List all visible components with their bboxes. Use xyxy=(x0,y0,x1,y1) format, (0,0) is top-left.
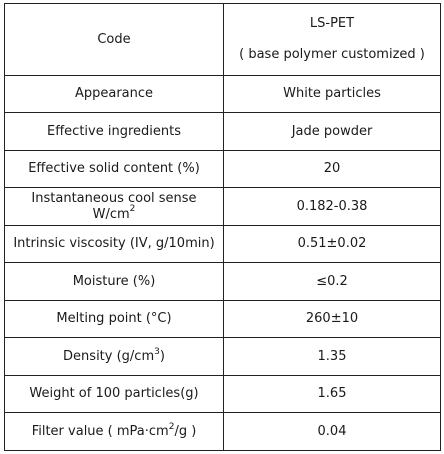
row-value: 0.182-0.38 xyxy=(223,187,441,226)
label-text: Code xyxy=(97,31,131,47)
row-value: 0.04 xyxy=(223,412,441,451)
value-line-1: LS-PET xyxy=(309,15,355,31)
row-label: Moisture (%) xyxy=(4,262,224,301)
row-value: 1.65 xyxy=(223,374,441,414)
row-value: White particles xyxy=(223,74,441,114)
row-label: Weight of 100 particles(g) xyxy=(4,374,224,414)
row-value: 1.35 xyxy=(223,337,441,376)
table-row: Moisture (%) ≤0.2 xyxy=(4,262,441,301)
specification-table: Code LS-PET ( base polymer customized ) … xyxy=(4,3,441,451)
row-label: Intrinsic viscosity (IV, g/10min) xyxy=(4,224,224,264)
row-label: Density (g/cm3) xyxy=(4,337,224,376)
label-text: Filter value ( mPa·cm xyxy=(31,423,169,439)
table-row: Filter value ( mPa·cm2/g ) 0.04 xyxy=(4,412,441,451)
row-label: Appearance xyxy=(4,74,224,114)
row-value: 0.51±0.02 xyxy=(223,224,441,264)
row-value: 260±10 xyxy=(223,299,441,339)
row-label: Effective ingredients xyxy=(4,112,224,151)
label-superscript: 2 xyxy=(168,421,175,432)
row-value-code: LS-PET ( base polymer customized ) xyxy=(223,3,441,76)
table-row: Effective solid content (%) 20 xyxy=(4,149,441,189)
row-value: Jade powder xyxy=(223,112,441,151)
label-superscript: 3 xyxy=(154,346,160,357)
row-label-code: Code xyxy=(4,3,224,76)
table-row: Weight of 100 particles(g) 1.65 xyxy=(4,374,441,414)
table-row: Instantaneous cool sense W/cm2 0.182-0.3… xyxy=(4,187,441,226)
table-row: Code LS-PET ( base polymer customized ) xyxy=(4,3,441,76)
label-text-suffix: ) xyxy=(159,348,165,364)
row-value: ≤0.2 xyxy=(223,262,441,301)
row-value: 20 xyxy=(223,149,441,189)
table-row: Appearance White particles xyxy=(4,74,441,114)
row-label: Instantaneous cool sense W/cm2 xyxy=(4,187,224,226)
row-label: Effective solid content (%) xyxy=(4,149,224,189)
table-row: Intrinsic viscosity (IV, g/10min) 0.51±0… xyxy=(4,224,441,264)
table-row: Melting point (°C) 260±10 xyxy=(4,299,441,339)
label-superscript: 2 xyxy=(129,204,136,215)
label-text-suffix: /g ) xyxy=(174,423,197,439)
row-label: Melting point (°C) xyxy=(4,299,224,339)
label-text: Density (g/cm xyxy=(63,348,155,364)
value-line-2: ( base polymer customized ) xyxy=(239,47,425,63)
row-label: Filter value ( mPa·cm2/g ) xyxy=(4,412,224,451)
table-row: Density (g/cm3) 1.35 xyxy=(4,337,441,376)
table-row: Effective ingredients Jade powder xyxy=(4,112,441,151)
label-text: Instantaneous cool sense W/cm xyxy=(31,191,197,222)
